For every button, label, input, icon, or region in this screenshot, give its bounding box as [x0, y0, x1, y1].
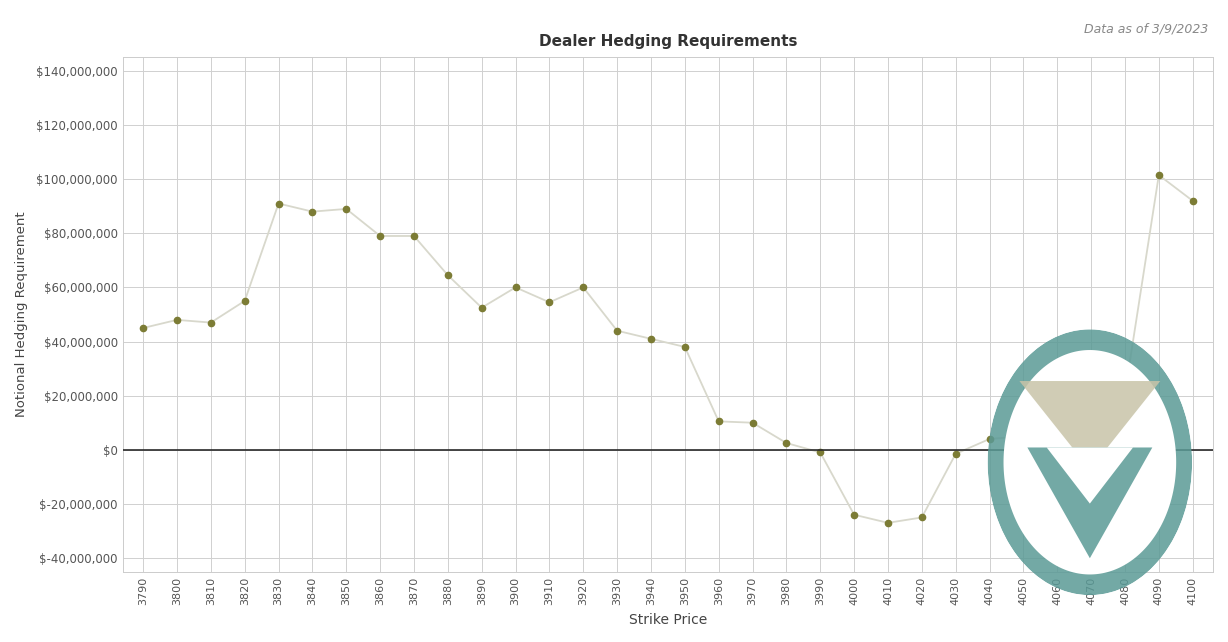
Polygon shape [1046, 447, 1133, 503]
Polygon shape [1003, 350, 1176, 575]
Polygon shape [1019, 381, 1160, 470]
Polygon shape [987, 329, 1192, 595]
Title: Dealer Hedging Requirements: Dealer Hedging Requirements [539, 34, 797, 49]
Polygon shape [1028, 447, 1152, 559]
X-axis label: Strike Price: Strike Price [629, 613, 707, 627]
Text: Data as of 3/9/2023: Data as of 3/9/2023 [1084, 22, 1208, 35]
Y-axis label: Notional Hedging Requirement: Notional Hedging Requirement [15, 212, 28, 417]
